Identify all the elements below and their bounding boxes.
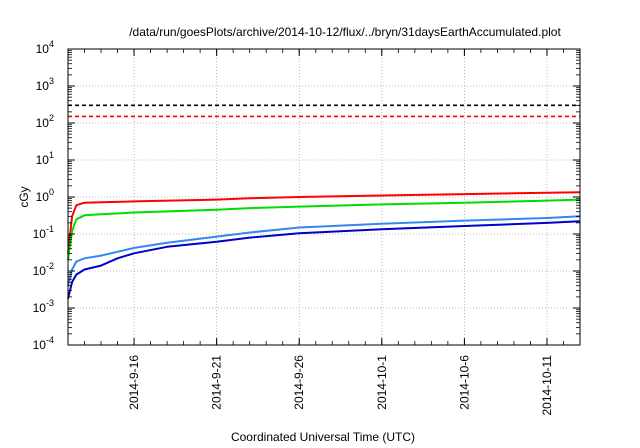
y-tick-label: 10-1	[33, 224, 54, 241]
x-tick-label: 2014-9-26	[292, 355, 306, 410]
y-tick-label: 101	[36, 150, 54, 167]
series-line	[67, 220, 581, 299]
threshold-lines	[68, 104, 580, 118]
y-tick-label: 10-3	[33, 298, 54, 315]
series-line	[67, 215, 581, 286]
series-line	[67, 191, 581, 254]
x-tick-label: 2014-10-11	[540, 355, 554, 416]
y-axis-label: cGy	[17, 186, 31, 207]
x-axis: 2014-9-16 2014-9-21 2014-9-26 2014-10-1 2014…	[84, 49, 564, 416]
series-lines	[67, 191, 581, 299]
series-line	[67, 198, 581, 261]
y-tick-label: 10-2	[33, 261, 54, 278]
x-tick-label: 2014-10-6	[457, 355, 471, 410]
y-tick-label: 102	[36, 113, 54, 130]
x-tick-label: 2014-10-1	[375, 355, 389, 410]
x-tick-label: 2014-9-16	[127, 355, 141, 410]
x-axis-label: Coordinated Universal Time (UTC)	[231, 430, 415, 444]
y-axis: 10-4 10-3 10-2 10-1 100 101 102 103 104	[33, 39, 580, 352]
x-tick-label: 2014-9-21	[210, 355, 224, 410]
y-tick-label: 103	[36, 76, 54, 93]
y-tick-label: 100	[36, 187, 54, 204]
y-tick-label: 104	[36, 39, 54, 56]
chart-title: /data/run/goesPlots/archive/2014-10-12/f…	[129, 25, 561, 39]
y-tick-label: 10-4	[33, 335, 54, 352]
